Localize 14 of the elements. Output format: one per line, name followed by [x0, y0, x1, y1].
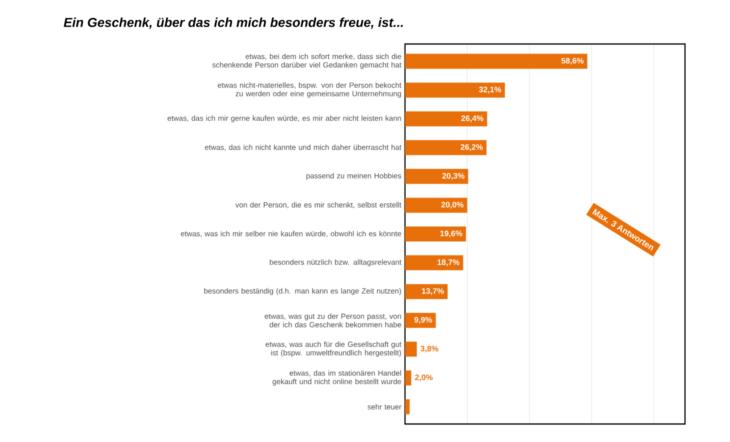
bar — [405, 140, 487, 156]
bar — [405, 226, 466, 242]
bar — [405, 370, 412, 386]
bar — [405, 198, 468, 213]
bar — [405, 255, 464, 270]
bar — [405, 54, 588, 69]
bar — [405, 284, 448, 300]
bar — [405, 168, 468, 184]
bar — [405, 399, 410, 414]
bar — [405, 342, 417, 357]
text: Ein Geschenk, über das ich mich besonders freue, ist... — [64, 18, 403, 29]
bar — [405, 82, 505, 98]
bar — [405, 111, 488, 126]
bar — [405, 312, 436, 328]
